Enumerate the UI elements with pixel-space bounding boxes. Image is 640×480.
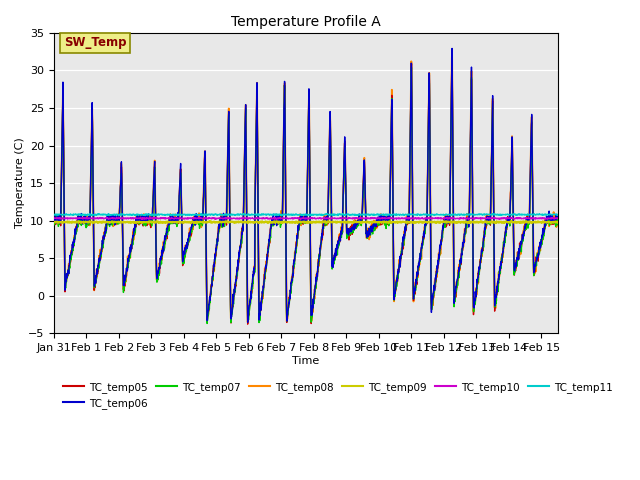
Line: TC_temp11: TC_temp11 [54, 214, 557, 216]
TC_temp10 [296, 216, 303, 222]
TC_temp05 [50, 214, 58, 220]
TC_temp07 [448, 53, 456, 59]
TC_temp11 [76, 212, 83, 217]
Line: TC_temp05: TC_temp05 [54, 56, 557, 324]
TC_temp10 [76, 215, 83, 221]
X-axis label: Time: Time [292, 356, 319, 366]
TC_temp08 [244, 319, 252, 325]
TC_temp08 [540, 228, 547, 234]
TC_temp05 [447, 140, 454, 145]
Line: TC_temp10: TC_temp10 [54, 217, 557, 219]
TC_temp08 [447, 140, 454, 146]
TC_temp11 [447, 212, 455, 217]
TC_temp08 [448, 48, 456, 54]
TC_temp09 [295, 219, 303, 225]
TC_temp08 [295, 222, 303, 228]
TC_temp07 [540, 233, 547, 239]
TC_temp09 [554, 220, 561, 226]
Line: TC_temp09: TC_temp09 [54, 221, 557, 223]
TC_temp07 [540, 236, 547, 242]
TC_temp06 [295, 220, 303, 226]
TC_temp05 [540, 229, 547, 235]
TC_temp06 [540, 227, 547, 233]
TC_temp07 [282, 211, 289, 216]
TC_temp09 [547, 220, 555, 226]
TC_temp05 [448, 53, 456, 59]
TC_temp11 [282, 212, 290, 217]
TC_temp11 [554, 212, 561, 217]
Legend: TC_temp05, TC_temp06, TC_temp07, TC_temp08, TC_temp09, TC_temp10, TC_temp11: TC_temp05, TC_temp06, TC_temp07, TC_temp… [59, 377, 617, 413]
TC_temp09 [282, 219, 289, 225]
TC_temp09 [76, 219, 83, 225]
Line: TC_temp07: TC_temp07 [54, 56, 557, 324]
TC_temp10 [554, 216, 561, 221]
TC_temp09 [244, 218, 252, 224]
TC_temp05 [76, 217, 83, 223]
TC_temp06 [448, 46, 456, 51]
Line: TC_temp08: TC_temp08 [54, 51, 557, 322]
TC_temp06 [50, 216, 58, 222]
TC_temp07 [447, 137, 454, 143]
TC_temp07 [295, 227, 303, 233]
TC_temp07 [50, 217, 58, 223]
TC_temp10 [50, 216, 58, 221]
TC_temp07 [76, 218, 83, 224]
TC_temp05 [295, 224, 303, 230]
TC_temp09 [540, 219, 547, 225]
Title: Temperature Profile A: Temperature Profile A [231, 15, 381, 29]
TC_temp10 [540, 216, 547, 221]
TC_temp11 [296, 212, 303, 217]
TC_temp05 [244, 321, 252, 327]
TC_temp10 [447, 215, 455, 221]
TC_temp11 [540, 212, 547, 218]
TC_temp09 [540, 219, 547, 225]
TC_temp05 [554, 218, 561, 224]
TC_temp05 [540, 233, 547, 239]
TC_temp06 [554, 214, 561, 219]
TC_temp11 [50, 212, 58, 218]
TC_temp08 [540, 229, 547, 235]
TC_temp08 [554, 215, 561, 221]
TC_temp06 [447, 135, 454, 141]
TC_temp07 [204, 321, 211, 326]
TC_temp08 [76, 216, 83, 222]
TC_temp09 [50, 219, 58, 225]
TC_temp11 [197, 211, 205, 216]
TC_temp11 [540, 212, 547, 217]
Line: TC_temp06: TC_temp06 [54, 48, 557, 322]
TC_temp06 [244, 319, 252, 325]
Y-axis label: Temperature (C): Temperature (C) [15, 138, 25, 228]
TC_temp06 [282, 204, 289, 210]
TC_temp09 [447, 219, 454, 225]
TC_temp10 [138, 216, 146, 222]
TC_temp08 [50, 219, 58, 225]
TC_temp08 [282, 206, 289, 212]
TC_temp11 [142, 213, 150, 218]
TC_temp06 [76, 216, 83, 221]
TC_temp10 [240, 215, 248, 220]
TC_temp07 [554, 215, 561, 220]
TC_temp06 [540, 228, 547, 234]
Text: SW_Temp: SW_Temp [64, 36, 127, 49]
TC_temp10 [540, 216, 547, 221]
TC_temp10 [282, 216, 290, 221]
TC_temp05 [282, 208, 289, 214]
